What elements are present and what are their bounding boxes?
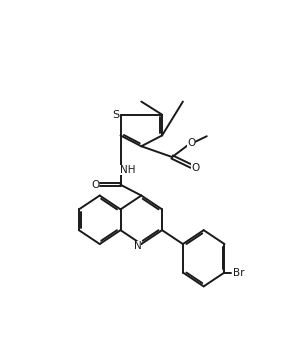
Text: NH: NH	[120, 165, 135, 175]
Text: S: S	[112, 110, 120, 120]
Text: O: O	[91, 180, 99, 190]
Text: O: O	[187, 138, 195, 148]
Text: N: N	[134, 242, 141, 251]
Text: O: O	[191, 163, 199, 173]
Text: Br: Br	[233, 267, 244, 277]
